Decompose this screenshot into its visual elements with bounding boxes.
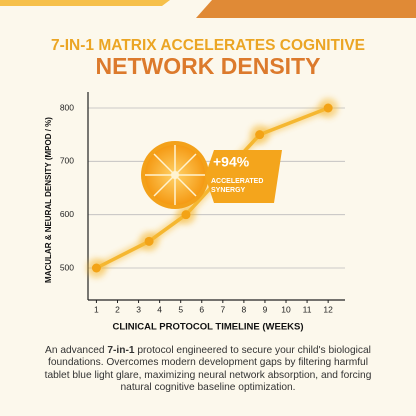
x-tick-label: 5 (178, 304, 183, 314)
x-tick-label: 2 (115, 304, 120, 314)
x-tick-label: 3 (136, 304, 141, 314)
x-tick-label: 10 (281, 304, 291, 314)
annotation-value: +94% (213, 154, 250, 170)
point (91, 263, 101, 273)
x-tick-label: 4 (157, 304, 162, 314)
point (323, 103, 333, 113)
y-axis-label: MACULAR & NEURAL DENSITY (MPOD / %) (44, 117, 53, 283)
x-tick-label: 1 (94, 304, 99, 314)
annotation-text: ACCELERATED (211, 178, 263, 185)
y-tick-label: 500 (60, 262, 74, 272)
point (181, 210, 191, 220)
decor-band (196, 0, 416, 18)
x-axis-label: CLINICAL PROTOCOL TIMELINE (WEEKS) (112, 322, 303, 333)
chart-title: 7-IN-1 MATRIX ACCELERATES COGNITIVE (51, 37, 365, 54)
y-tick-label: 600 (60, 209, 74, 219)
annotation-box (205, 150, 282, 203)
description-text: An advanced (45, 345, 108, 356)
x-tick-label: 9 (263, 304, 268, 314)
x-tick-label: 6 (199, 304, 204, 314)
chart-subtitle: NETWORK DENSITY (96, 53, 321, 79)
orange-illustration (141, 141, 209, 209)
annotation-text: SYNERGY (211, 187, 246, 194)
point (144, 236, 154, 246)
description-emphasis: 7-in-1 (107, 345, 135, 356)
x-tick-label: 7 (220, 304, 225, 314)
series (86, 98, 339, 278)
y-tick-label: 700 (60, 156, 74, 166)
x-tick-label: 11 (303, 304, 312, 314)
description: An advanced 7-in-1 protocol engineered t… (40, 345, 376, 395)
point (255, 130, 265, 140)
x-tick-label: 8 (242, 304, 247, 314)
decor-band (0, 0, 170, 6)
description-text: protocol engineered to secure your child… (44, 345, 372, 394)
y-tick-label: 800 (60, 102, 74, 112)
x-tick-label: 12 (323, 304, 333, 314)
